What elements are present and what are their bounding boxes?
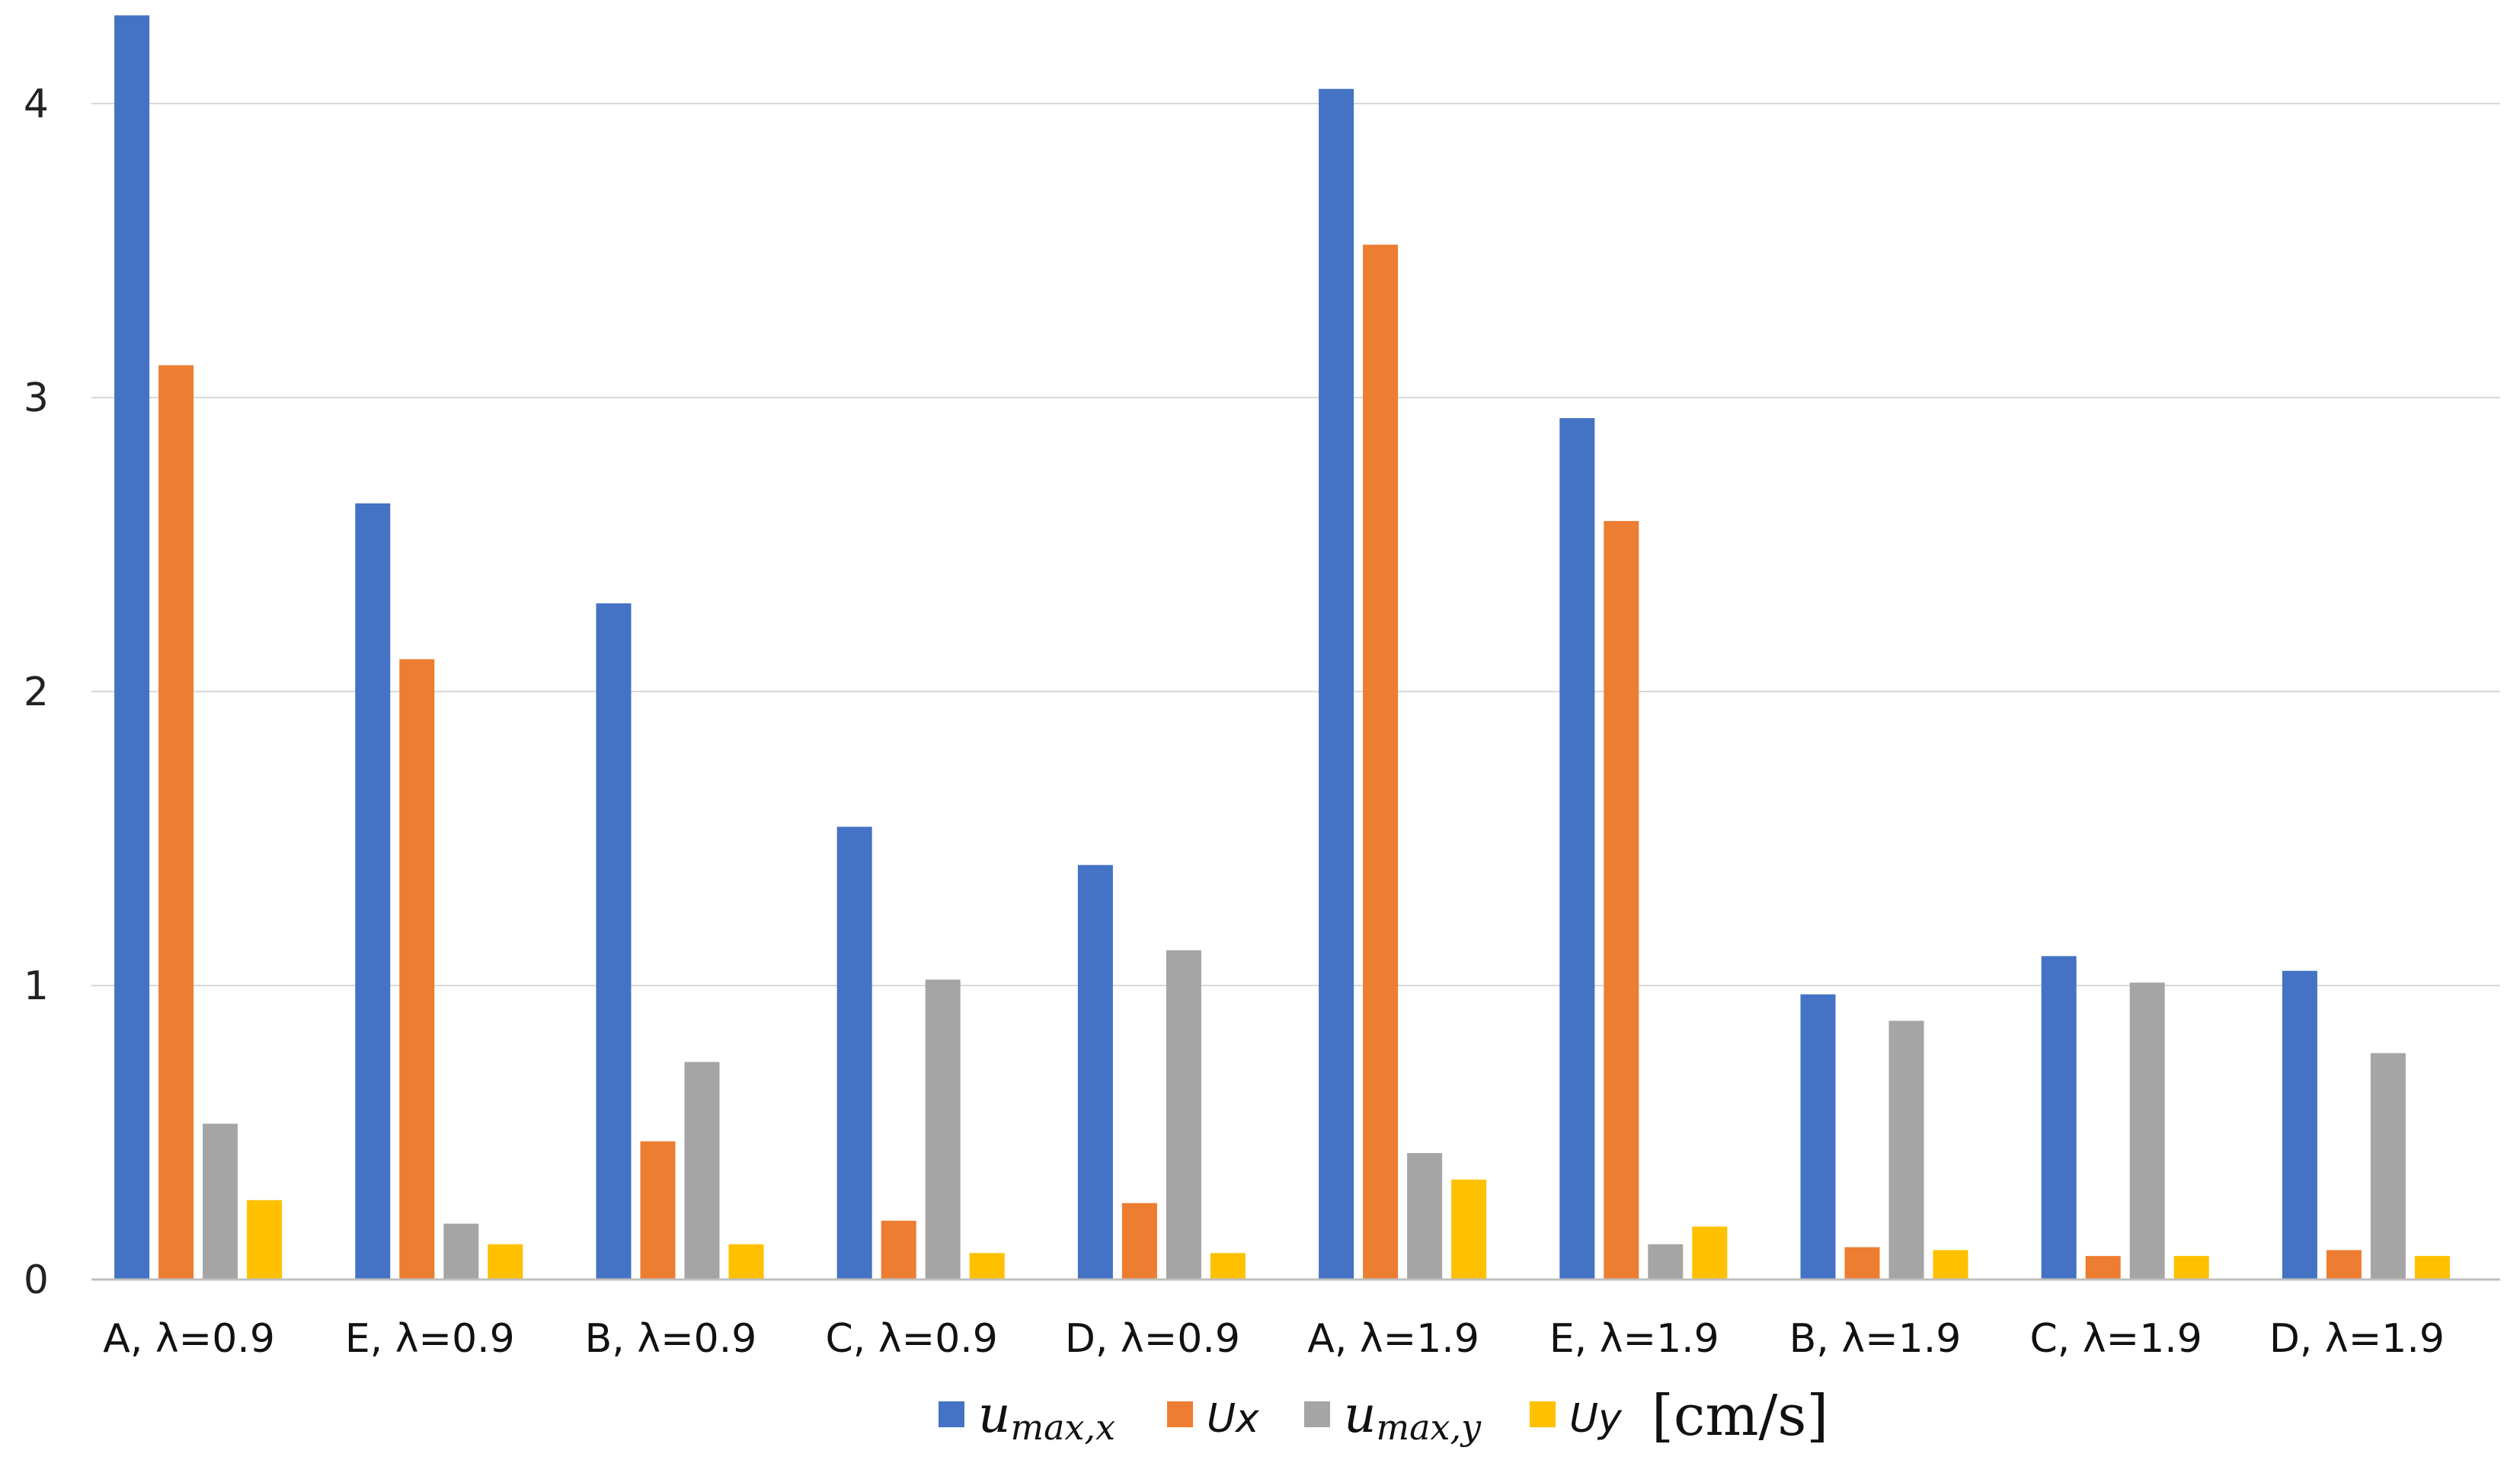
x-category-label: B, λ=0.9 <box>585 1316 757 1362</box>
bar-umax-y <box>2370 1053 2406 1280</box>
y-tick-label: 2 <box>24 669 49 715</box>
bar-ux <box>1604 521 1639 1280</box>
bar-umax-x <box>1319 88 1354 1280</box>
bar-uy <box>1692 1226 1728 1280</box>
legend: umax,x Ux umax,y Uy [cm/s] <box>939 1383 1828 1449</box>
bar-uy <box>1451 1179 1487 1280</box>
bar-umax-y <box>1888 1021 1924 1280</box>
x-category-label: D, λ=0.9 <box>1065 1316 1240 1362</box>
bar-umax-y <box>443 1223 479 1280</box>
x-category-label: A, λ=0.9 <box>103 1316 275 1362</box>
legend-swatch <box>1530 1401 1556 1427</box>
bar-uy <box>728 1244 764 1280</box>
bar-umax-x <box>596 603 632 1280</box>
bar-umax-y <box>1407 1153 1443 1280</box>
bar-uy <box>969 1253 1005 1280</box>
legend-label: umax,y <box>1344 1385 1482 1448</box>
bar-umax-y <box>1166 950 1201 1280</box>
bar-uy <box>488 1244 523 1280</box>
bar-uy <box>2414 1256 2450 1280</box>
bar-umax-x <box>114 15 150 1280</box>
bar-umax-x <box>1800 994 1836 1280</box>
x-category-label: E, λ=1.9 <box>1549 1316 1719 1362</box>
legend-label: Ux <box>1207 1396 1260 1442</box>
x-category-label: B, λ=1.9 <box>1789 1316 1962 1362</box>
y-tick-label: 4 <box>24 81 49 127</box>
x-category-label: A, λ=1.9 <box>1307 1316 1479 1362</box>
x-category-label: C, λ=0.9 <box>825 1316 997 1362</box>
x-category-label: D, λ=1.9 <box>2269 1316 2445 1362</box>
bar-ux <box>158 365 194 1280</box>
y-tick-label: 3 <box>24 375 49 421</box>
bar-ux <box>399 659 435 1280</box>
bar-umax-y <box>1648 1244 1684 1280</box>
bar-umax-x <box>355 503 391 1280</box>
y-axis-ticks: 0 1 2 3 4 <box>24 81 49 1303</box>
legend-swatch <box>1304 1401 1330 1427</box>
bar-uy <box>1210 1253 1246 1280</box>
bar-umax-x <box>1559 418 1595 1280</box>
gridlines <box>91 103 2500 986</box>
bar-umax-x <box>2041 956 2077 1280</box>
bars <box>114 15 2450 1280</box>
y-tick-label: 0 <box>24 1257 49 1303</box>
bar-ux <box>2326 1250 2362 1280</box>
x-category-label: E, λ=0.9 <box>345 1316 515 1362</box>
bar-umax-y <box>2129 982 2165 1280</box>
x-category-label: C, λ=1.9 <box>2029 1316 2202 1362</box>
legend-swatch <box>1167 1401 1193 1427</box>
bar-ux <box>2085 1256 2121 1280</box>
bar-uy <box>1933 1250 1968 1280</box>
bar-ux <box>640 1141 676 1280</box>
y-tick-label: 1 <box>24 963 49 1009</box>
bar-umax-y <box>203 1123 238 1280</box>
bar-ux <box>1844 1247 1880 1280</box>
bar-ux <box>881 1220 916 1280</box>
bar-uy <box>2173 1256 2209 1280</box>
legend-label: umax,x <box>978 1385 1115 1448</box>
bar-umax-y <box>684 1062 720 1280</box>
legend-swatch <box>939 1401 964 1427</box>
legend-label: Uy <box>1569 1396 1623 1442</box>
bar-umax-y <box>925 979 961 1280</box>
bar-umax-x <box>836 826 872 1280</box>
bar-uy <box>247 1200 283 1280</box>
bar-ux <box>1121 1203 1157 1280</box>
legend-unit-label: [cm/s] <box>1652 1383 1828 1449</box>
bar-umax-x <box>1077 864 1113 1280</box>
bar-umax-x <box>2282 970 2317 1280</box>
bar-ux <box>1363 244 1399 1280</box>
x-axis-category-labels: A, λ=0.9 E, λ=0.9 B, λ=0.9 C, λ=0.9 D, λ=0.9… <box>103 1316 2445 1362</box>
